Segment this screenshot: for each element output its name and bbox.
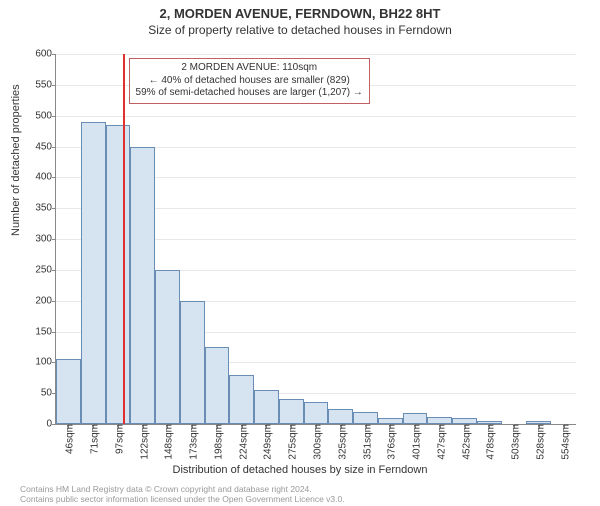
histogram-bar: [279, 399, 304, 424]
histogram-bar: [254, 390, 279, 424]
x-tick-label: 275sqm: [284, 424, 299, 460]
histogram-chart: 05010015020025030035040045050055060046sq…: [55, 54, 576, 425]
y-tick-label: 500: [22, 110, 56, 121]
y-tick-label: 450: [22, 141, 56, 152]
x-tick-label: 300sqm: [309, 424, 324, 460]
x-tick-label: 198sqm: [209, 424, 224, 460]
info-box-line: 59% of semi-detached houses are larger (…: [136, 87, 363, 100]
histogram-bar: [155, 270, 180, 424]
x-tick-label: 503sqm: [507, 424, 522, 460]
info-box-line: 2 MORDEN AVENUE: 110sqm: [136, 62, 363, 75]
footer-line-2: Contains public sector information licen…: [20, 494, 345, 504]
x-tick-label: 351sqm: [358, 424, 373, 460]
y-tick-label: 100: [22, 357, 56, 368]
histogram-bar: [81, 122, 106, 424]
x-tick-label: 71sqm: [86, 424, 101, 454]
histogram-bar: [229, 375, 254, 424]
x-tick-label: 224sqm: [234, 424, 249, 460]
y-tick-label: 0: [22, 419, 56, 430]
y-tick-label: 50: [22, 388, 56, 399]
y-tick-label: 400: [22, 172, 56, 183]
gridline: [56, 54, 576, 55]
histogram-bar: [180, 301, 205, 424]
y-tick-label: 350: [22, 203, 56, 214]
property-marker-line: [123, 54, 125, 424]
histogram-bar: [403, 413, 428, 424]
page-subtitle: Size of property relative to detached ho…: [0, 23, 600, 37]
histogram-bar: [106, 125, 131, 424]
y-tick-label: 300: [22, 234, 56, 245]
histogram-bar: [130, 147, 155, 425]
histogram-bar: [328, 409, 353, 424]
info-box-line: ← 40% of detached houses are smaller (82…: [136, 75, 363, 88]
gridline: [56, 116, 576, 117]
x-tick-label: 478sqm: [482, 424, 497, 460]
histogram-bar: [304, 402, 329, 424]
y-tick-label: 250: [22, 264, 56, 275]
histogram-bar: [205, 347, 230, 424]
y-tick-label: 550: [22, 79, 56, 90]
histogram-bar: [353, 412, 378, 424]
x-tick-label: 528sqm: [531, 424, 546, 460]
x-tick-label: 46sqm: [61, 424, 76, 454]
y-tick-label: 150: [22, 326, 56, 337]
x-tick-label: 376sqm: [383, 424, 398, 460]
x-tick-label: 401sqm: [408, 424, 423, 460]
x-tick-label: 148sqm: [160, 424, 175, 460]
x-tick-label: 554sqm: [556, 424, 571, 460]
page-title: 2, MORDEN AVENUE, FERNDOWN, BH22 8HT: [0, 6, 600, 21]
histogram-bar: [427, 417, 452, 424]
footer-attribution: Contains HM Land Registry data © Crown c…: [20, 484, 345, 504]
x-tick-label: 97sqm: [110, 424, 125, 454]
footer-line-1: Contains HM Land Registry data © Crown c…: [20, 484, 345, 494]
x-tick-label: 173sqm: [185, 424, 200, 460]
histogram-bar: [56, 359, 81, 424]
x-tick-label: 427sqm: [432, 424, 447, 460]
x-tick-label: 452sqm: [457, 424, 472, 460]
y-tick-label: 600: [22, 49, 56, 60]
x-tick-label: 325sqm: [333, 424, 348, 460]
x-tick-label: 122sqm: [135, 424, 150, 460]
x-tick-label: 249sqm: [259, 424, 274, 460]
property-info-box: 2 MORDEN AVENUE: 110sqm← 40% of detached…: [129, 58, 370, 104]
x-axis-label: Distribution of detached houses by size …: [0, 464, 600, 476]
y-tick-label: 200: [22, 295, 56, 306]
y-axis-label: Number of detached properties: [10, 84, 22, 236]
